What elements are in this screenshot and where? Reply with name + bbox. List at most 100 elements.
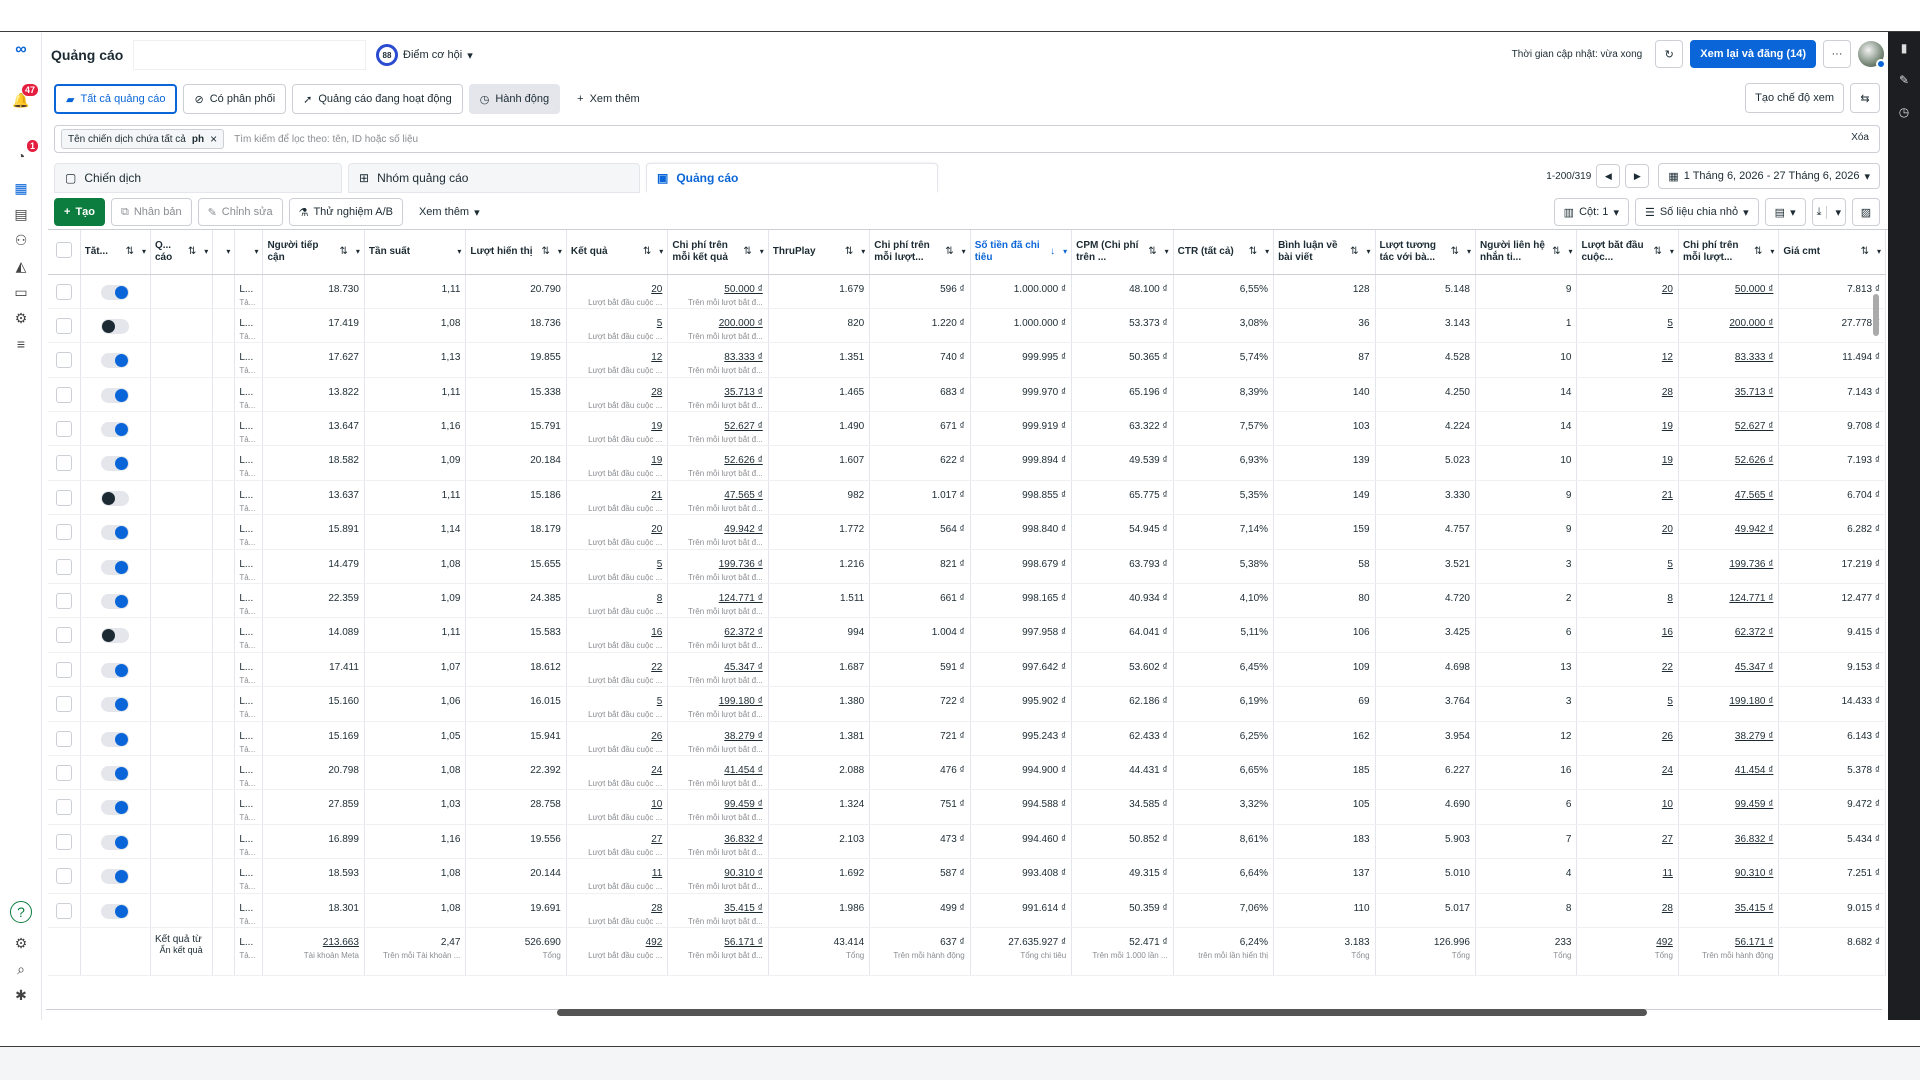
reports-button[interactable]: ▤ ▾ (1764, 198, 1806, 226)
column-header[interactable]: Kết quả ⇅ ▾ (566, 230, 669, 275)
sort-icon[interactable]: ⇅ (125, 246, 134, 257)
level-campaign[interactable]: ▢ Chiến dịch (54, 163, 342, 193)
chevron-down-icon[interactable]: ▾ (759, 247, 764, 256)
row-checkbox[interactable] (55, 868, 72, 885)
starts-cell[interactable]: 8 (1576, 583, 1679, 619)
row-checkbox[interactable] (55, 661, 72, 678)
row-checkbox[interactable] (55, 558, 72, 575)
toggle-on[interactable] (101, 834, 130, 850)
refresh-button[interactable]: ↻ (1655, 40, 1684, 68)
duplicate-button[interactable]: ⧉ Nhân bản (111, 198, 192, 226)
starts-cell[interactable]: 27 (1576, 824, 1679, 860)
search-icon[interactable]: ⌕ (17, 960, 25, 977)
cpr-cell[interactable]: 62.372 ₫ Trên mỗi lượt bắt đ... (667, 617, 769, 653)
select-all-checkbox[interactable] (55, 242, 72, 259)
starts-cell[interactable]: 10 (1576, 789, 1679, 825)
cpr-cell[interactable]: 200.000 ₫ Trên mỗi lượt bắt đ... (667, 308, 769, 344)
table-row[interactable]: L... Tả... 15.169 1,05 15.941 26 Lượt bắt đầu … (48, 721, 1886, 756)
cps-cell[interactable]: 200.000 ₫ (1678, 308, 1780, 344)
cpr-cell[interactable]: 45.347 ₫ Trên mỗi lượt bắt đ... (667, 652, 769, 688)
chevron-down-icon[interactable]: ▾ (1063, 247, 1068, 256)
toggle-on[interactable] (101, 697, 130, 713)
cpr-cell[interactable]: 47.565 ₫ Trên mỗi lượt bắt đ... (667, 480, 769, 516)
sort-icon[interactable]: ⇅ (642, 246, 652, 257)
totals-reach-cell[interactable]: 213.663 Tài khoản Meta (262, 926, 365, 976)
campaign-megaphone-icon[interactable]: ◭ (15, 257, 27, 274)
cpr-cell[interactable]: 41.454 ₫ Trên mỗi lượt bắt đ... (667, 755, 769, 791)
chevron-down-icon[interactable]: ▾ (1466, 247, 1471, 256)
chevron-down-icon[interactable]: ▾ (226, 247, 231, 256)
result-cell[interactable]: 8 Lượt bắt đầu cuộc ... (566, 583, 669, 619)
ad-name-cell[interactable] (150, 824, 214, 860)
row-checkbox[interactable] (55, 764, 72, 781)
pages-icon[interactable]: ▤ (14, 205, 28, 222)
toggle-on[interactable] (101, 559, 130, 575)
toggle-on[interactable] (101, 525, 130, 541)
chart-panel-icon[interactable]: ▮ (1900, 41, 1908, 55)
chevron-down-icon[interactable]: ▾ (355, 247, 360, 256)
result-cell[interactable]: 27 Lượt bắt đầu cuộc ... (566, 824, 669, 860)
cps-cell[interactable]: 45.347 ₫ (1678, 652, 1780, 688)
table-row[interactable]: L... Tả... 15.891 1,14 18.179 20 Lượt bắt đầu … (48, 514, 1886, 550)
business-tools-icon[interactable]: ⚙ (14, 309, 28, 326)
table-row[interactable]: L... Tả... 15.160 1,06 16.015 5 Lượt bắt đầu c… (48, 686, 1886, 722)
sort-icon[interactable]: ⇅ (844, 246, 854, 257)
starts-cell[interactable]: 12 (1576, 342, 1679, 378)
sort-icon[interactable]: ⇅ (339, 246, 348, 257)
bug-report-icon[interactable]: ✱ (15, 986, 27, 1003)
row-checkbox[interactable] (55, 524, 72, 541)
table-row[interactable]: L... Tả... 20.798 1,08 22.392 24 Lượt bắt đầu … (48, 755, 1886, 791)
row-checkbox[interactable] (55, 421, 72, 438)
column-header[interactable]: Bình luận về bài viết ⇅ ▾ (1273, 230, 1376, 275)
ad-name-cell[interactable] (150, 858, 214, 894)
edit-panel-icon[interactable]: ✎ (1898, 73, 1910, 87)
settings-icon[interactable]: ⚙ (14, 934, 28, 951)
sort-desc-icon[interactable]: ↓ (1050, 246, 1056, 257)
table-row[interactable]: L... Tả... 27.859 1,03 28.758 10 Lượt bắt đầu … (48, 789, 1886, 825)
chevron-down-icon[interactable]: ▾ (204, 247, 209, 256)
tab-actions[interactable]: ◷ Hành động (468, 84, 561, 114)
table-row[interactable]: L... Tả... 17.419 1,08 18.736 5 Lượt bắt đầu c… (48, 308, 1886, 344)
toggle-on[interactable] (101, 800, 130, 816)
chevron-down-icon[interactable]: ▾ (1265, 247, 1270, 256)
result-cell[interactable]: 20 Lượt bắt đầu cuộc ... (566, 274, 669, 309)
cps-cell[interactable]: 124.771 ₫ (1678, 583, 1780, 619)
ads-manager-table-icon[interactable]: ▦ (14, 179, 28, 196)
ad-name-cell[interactable] (150, 377, 214, 413)
sort-icon[interactable]: ⇅ (1552, 246, 1561, 257)
cps-cell[interactable]: 99.459 ₫ (1678, 789, 1780, 825)
sort-icon[interactable]: ⇅ (1860, 246, 1869, 257)
column-header[interactable]: Tắt... ⇅ ▾ (80, 230, 151, 275)
tab-all-ads[interactable]: ▰ Tất cả quảng cáo (54, 84, 178, 114)
column-header[interactable]: Giá cmt ⇅ ▾ (1778, 230, 1886, 275)
cps-cell[interactable]: 38.279 ₫ (1678, 721, 1780, 756)
toggle-off[interactable] (101, 628, 130, 644)
more-actions-button[interactable]: Xem thêm ▾ (408, 198, 490, 226)
ad-name-cell[interactable] (150, 583, 214, 619)
starts-cell[interactable]: 28 (1576, 893, 1679, 928)
column-header[interactable]: Cải đ...▾ (234, 230, 264, 275)
export-button[interactable]: ⤓ ▾ (1811, 198, 1846, 226)
alerts-icon[interactable]: ◔ 1 (8, 140, 38, 169)
starts-cell[interactable]: 26 (1576, 721, 1679, 756)
clear-filter-button[interactable]: Xóa (1851, 132, 1869, 143)
column-header[interactable]: Chi phí trên mỗi lượt... ⇅ ▾ (1678, 230, 1780, 275)
sort-icon[interactable]: ⇅ (1754, 246, 1763, 257)
row-checkbox[interactable] (55, 489, 72, 506)
result-cell[interactable]: 5 Lượt bắt đầu cuộc ... (566, 308, 669, 344)
table-row[interactable]: L... Tả... 17.411 1,07 18.612 22 Lượt bắt đầu … (48, 652, 1886, 688)
column-header[interactable]: Q... cáo ⇅ ▾ (150, 230, 214, 275)
row-checkbox[interactable] (55, 696, 72, 713)
sort-icon[interactable]: ⇅ (1653, 246, 1662, 257)
sort-icon[interactable]: ⇅ (1148, 246, 1157, 257)
result-cell[interactable]: 21 Lượt bắt đầu cuộc ... (566, 480, 669, 516)
sort-icon[interactable]: ⇅ (945, 246, 954, 257)
toggle-on[interactable] (101, 284, 130, 300)
starts-cell[interactable]: 19 (1576, 445, 1679, 481)
table-row[interactable]: L... Tả... 17.627 1,13 19.855 12 Lượt bắt đầu … (48, 342, 1886, 378)
sort-icon[interactable]: ⇅ (541, 246, 550, 257)
sort-icon[interactable]: ⇅ (187, 246, 197, 257)
result-cell[interactable]: 19 Lượt bắt đầu cuộc ... (566, 445, 669, 481)
table-row[interactable]: L... Tả... 22.359 1,09 24.385 8 Lượt bắt đầu c… (48, 583, 1886, 619)
totals-cps-cell[interactable]: 56.171 ₫ Trên mỗi hành động (1678, 926, 1780, 976)
